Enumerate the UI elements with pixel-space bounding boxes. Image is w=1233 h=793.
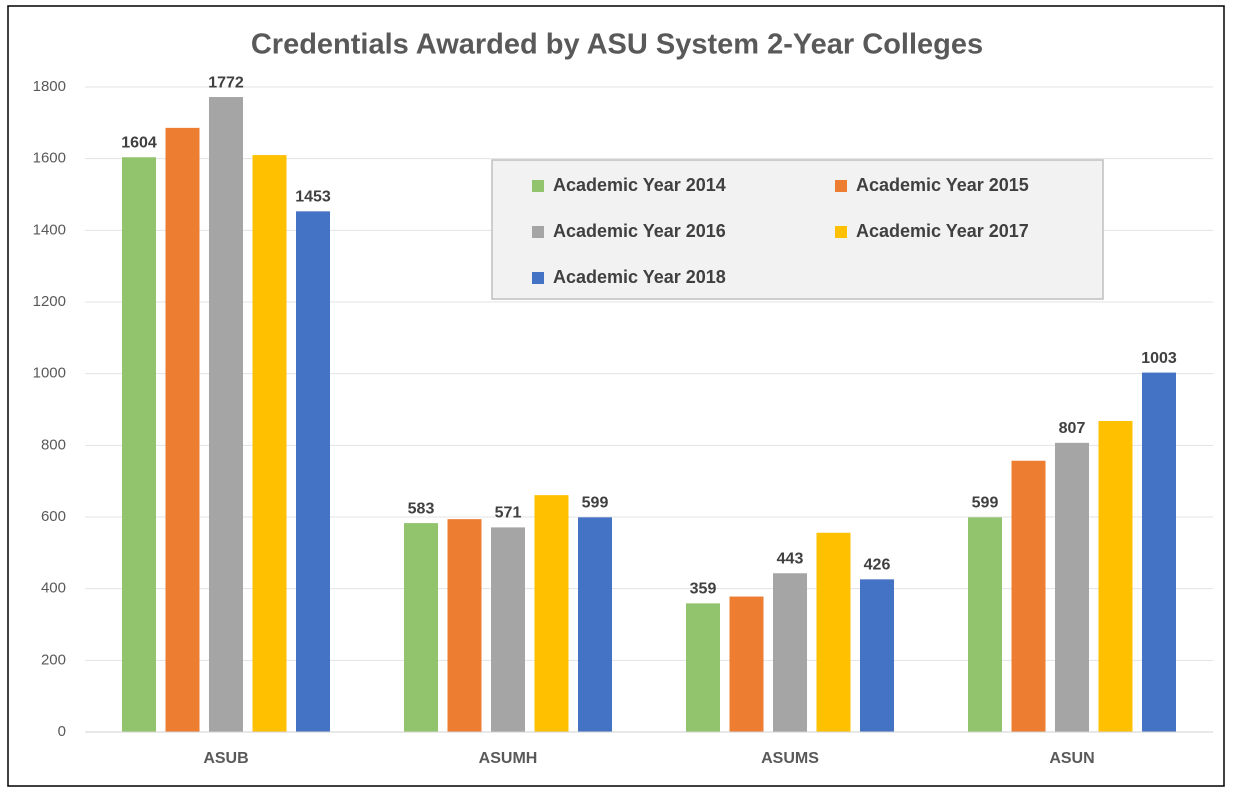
- legend-label: Academic Year 2016: [553, 221, 726, 241]
- data-label: 359: [690, 581, 717, 598]
- bar: [578, 517, 612, 732]
- legend-swatch: [532, 272, 544, 284]
- legend-label: Academic Year 2017: [856, 221, 1029, 241]
- x-tick-label: ASUMH: [479, 750, 538, 767]
- data-label: 599: [582, 495, 609, 512]
- legend-box: [491, 159, 1104, 300]
- data-label: 443: [777, 550, 804, 567]
- data-label: 1604: [121, 134, 157, 151]
- legend-swatch: [532, 226, 544, 238]
- bar: [165, 127, 200, 733]
- x-tick-label: ASUB: [203, 750, 248, 767]
- x-tick-label: ASUN: [1049, 750, 1094, 767]
- bar: [122, 157, 156, 732]
- bar: [773, 573, 807, 732]
- y-tick-label: 600: [41, 508, 66, 525]
- legend-label: Academic Year 2018: [553, 267, 726, 287]
- data-label: 1453: [295, 189, 331, 206]
- data-label: 426: [864, 557, 891, 574]
- legend-swatch: [532, 180, 544, 192]
- bar: [404, 523, 438, 732]
- bar: [968, 517, 1002, 732]
- bar: [729, 596, 764, 732]
- legend-label: Academic Year 2015: [856, 175, 1029, 195]
- bar: [534, 495, 569, 732]
- y-tick-label: 1800: [33, 78, 66, 95]
- bar: [447, 519, 482, 732]
- legend-label: Academic Year 2014: [553, 175, 726, 195]
- data-label: 571: [495, 505, 522, 522]
- x-tick-label: ASUMS: [761, 750, 819, 767]
- y-tick-label: 1000: [33, 365, 66, 382]
- y-tick-label: 800: [41, 436, 66, 453]
- bar: [1011, 460, 1046, 732]
- bar: [1142, 372, 1176, 732]
- y-tick-label: 400: [41, 580, 66, 597]
- chart-title: Credentials Awarded by ASU System 2-Year…: [251, 29, 983, 61]
- bar: [296, 211, 330, 732]
- data-label: 583: [408, 500, 435, 517]
- data-label: 1772: [208, 74, 244, 91]
- legend-swatch: [835, 226, 847, 238]
- y-tick-label: 1600: [33, 150, 66, 167]
- data-label: 807: [1059, 420, 1086, 437]
- bar: [252, 155, 287, 733]
- data-label: 599: [972, 495, 999, 512]
- bar: [816, 532, 851, 732]
- bar: [1055, 442, 1089, 732]
- data-label: 1003: [1141, 350, 1177, 367]
- y-tick-label: 1400: [33, 221, 66, 238]
- bar: [209, 97, 243, 733]
- bar: [491, 527, 525, 732]
- y-tick-label: 0: [58, 723, 66, 740]
- legend-swatch: [835, 180, 847, 192]
- bar: [1098, 420, 1133, 732]
- y-tick-label: 200: [41, 651, 66, 668]
- bar: [860, 579, 894, 732]
- y-tick-label: 1200: [33, 293, 66, 310]
- bar: [686, 603, 720, 732]
